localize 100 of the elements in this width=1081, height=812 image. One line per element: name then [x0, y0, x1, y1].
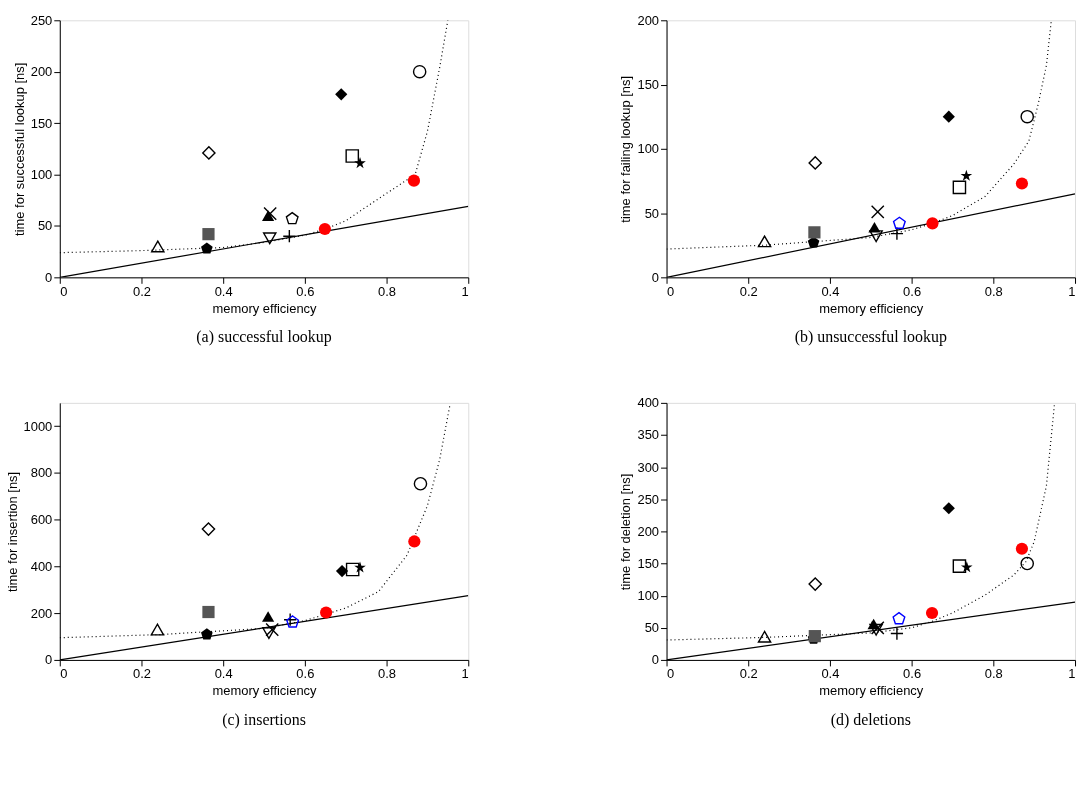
point — [202, 146, 216, 160]
y-tick-label: 0 — [45, 269, 53, 285]
x-tick-label: 0.6 — [903, 666, 922, 682]
y-tick-label: 50 — [644, 620, 660, 636]
y-tick-label: 200 — [637, 523, 660, 539]
point — [320, 606, 333, 619]
y-tick-label: 350 — [637, 427, 660, 443]
y-tick-label: 200 — [30, 64, 53, 80]
point — [926, 217, 939, 230]
point — [1020, 556, 1035, 571]
x-tick-label: 0.2 — [132, 283, 151, 299]
x-axis-title: memory efficiency — [212, 300, 318, 316]
x-tick-label: 1 — [1068, 283, 1076, 299]
point — [1015, 177, 1029, 190]
point — [960, 169, 973, 181]
y-tick-label: 50 — [644, 205, 660, 221]
point — [262, 210, 275, 221]
point — [335, 88, 348, 101]
point — [335, 565, 349, 578]
point — [262, 627, 276, 640]
point — [354, 157, 366, 169]
point — [942, 502, 955, 515]
y-tick-label: 200 — [637, 12, 660, 28]
point — [354, 561, 366, 573]
y-axis-title: time for failing lookup [ns] — [618, 75, 634, 223]
x-tick-label: 0.2 — [739, 666, 758, 682]
point — [1015, 542, 1029, 555]
point — [413, 476, 428, 491]
y-tick-label: 100 — [637, 141, 660, 157]
y-tick-label: 100 — [30, 167, 53, 182]
x-tick-label: 0.8 — [984, 283, 1003, 299]
y-tick-label: 250 — [30, 12, 53, 28]
x-tick-label: 0 — [60, 666, 68, 682]
text: (b) unsuccessful lookup — [794, 328, 947, 347]
point — [942, 110, 955, 123]
y-axis-title: time for deletion [ns] — [618, 473, 634, 591]
point — [345, 562, 360, 577]
x-axis-title: memory efficiency — [212, 683, 318, 699]
y-tick-label: 150 — [637, 556, 660, 572]
text: (c) insertions — [222, 710, 306, 729]
y-tick-label: 1000 — [23, 418, 53, 434]
y-axis-title: time for insertion [ns] — [4, 471, 20, 592]
point — [869, 230, 883, 243]
point — [757, 235, 772, 248]
point — [952, 559, 967, 573]
point — [757, 630, 772, 643]
y-tick-label: 150 — [637, 77, 660, 93]
x-tick-label: 0.6 — [903, 283, 922, 299]
y-tick-label: 600 — [30, 512, 53, 528]
x-tick-label: 0.4 — [821, 283, 840, 299]
point — [262, 232, 277, 245]
x-tick-label: 1 — [461, 283, 469, 299]
y-tick-label: 300 — [637, 459, 660, 475]
y-tick-label: 800 — [30, 465, 53, 481]
point — [925, 606, 939, 620]
y-tick-label: 100 — [637, 588, 660, 604]
x-tick-label: 0.4 — [821, 666, 840, 682]
point — [202, 228, 215, 241]
text: (a) successful lookup — [196, 328, 332, 347]
text: (d) deletions — [830, 710, 911, 729]
x-axis-title: memory efficiency — [819, 300, 924, 316]
x-tick-label: 0.8 — [378, 666, 397, 682]
x-tick-label: 1 — [1068, 666, 1076, 682]
x-tick-label: 0.2 — [739, 283, 758, 299]
point — [960, 561, 973, 573]
point — [808, 577, 823, 591]
x-tick-label: 0.4 — [214, 283, 233, 299]
y-axis-title: time for successful lookup [ns] — [11, 62, 27, 236]
point — [870, 204, 885, 219]
point — [202, 605, 215, 619]
point — [345, 149, 360, 163]
x-tick-label: 0 — [60, 283, 68, 299]
point — [407, 174, 421, 187]
y-tick-label: 400 — [30, 558, 53, 574]
x-tick-label: 0.8 — [378, 283, 397, 299]
x-tick-label: 0.2 — [132, 666, 151, 682]
point — [808, 156, 823, 170]
point — [201, 628, 213, 640]
x-tick-label: 0.8 — [984, 666, 1003, 682]
y-tick-label: 150 — [30, 115, 53, 131]
x-tick-label: 0.6 — [296, 666, 315, 682]
x-tick-label: 0 — [667, 666, 675, 682]
point — [412, 64, 427, 79]
point — [285, 211, 299, 225]
y-tick-label: 250 — [637, 491, 660, 507]
point — [150, 623, 165, 636]
point — [1020, 109, 1035, 124]
point — [201, 522, 216, 536]
point — [952, 180, 967, 195]
y-tick-label: 0 — [651, 269, 660, 285]
x-tick-label: 0.4 — [214, 666, 233, 682]
y-tick-label: 50 — [37, 218, 53, 234]
y-tick-label: 400 — [637, 395, 660, 411]
point — [808, 226, 821, 239]
y-tick-label: 200 — [30, 605, 53, 621]
point — [262, 611, 275, 622]
point — [318, 222, 331, 236]
point — [408, 535, 421, 548]
point — [892, 611, 906, 625]
point — [201, 242, 213, 254]
